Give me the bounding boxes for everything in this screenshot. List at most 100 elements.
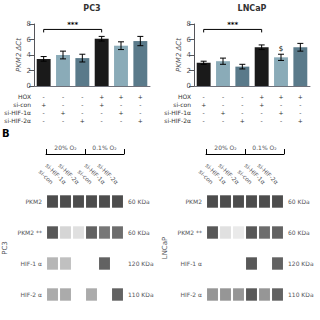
svg-text:-: - xyxy=(120,117,122,124)
svg-text:120 KDa: 120 KDa xyxy=(128,260,154,267)
svg-text:-: - xyxy=(81,109,83,116)
svg-text:***: *** xyxy=(227,21,238,29)
svg-text:HIF-2 α: HIF-2 α xyxy=(180,291,202,298)
svg-text:si-HIF-2α: si-HIF-2α xyxy=(57,161,81,186)
svg-text:-: - xyxy=(81,93,83,100)
svg-text:6: 6 xyxy=(187,36,192,44)
svg-text:0.1% O₂: 0.1% O₂ xyxy=(252,144,277,151)
svg-text:+: + xyxy=(60,109,65,116)
svg-text:+: + xyxy=(259,93,264,100)
svg-text:20% O₂: 20% O₂ xyxy=(54,144,77,151)
svg-text:si-HIF-2α: si-HIF-2α xyxy=(164,117,191,124)
svg-text:4: 4 xyxy=(27,51,32,59)
svg-text:si-HIF-2α: si-HIF-2α xyxy=(256,162,280,186)
svg-text:si-con: si-con xyxy=(173,101,191,108)
svg-text:-: - xyxy=(241,93,243,100)
svg-text:-: - xyxy=(261,109,263,116)
svg-text:60 KDa: 60 KDa xyxy=(128,198,150,205)
svg-text:+: + xyxy=(278,109,283,116)
svg-text:-: - xyxy=(299,109,301,116)
svg-text:-: - xyxy=(139,101,141,108)
svg-text:+: + xyxy=(41,101,46,108)
svg-text:si-HIF-1α: si-HIF-1α xyxy=(164,109,191,116)
svg-text:***: *** xyxy=(67,21,78,29)
svg-text:LNCaP: LNCaP xyxy=(238,4,267,13)
svg-text:8: 8 xyxy=(27,20,31,28)
svg-text:-: - xyxy=(43,93,45,100)
svg-text:-: - xyxy=(62,93,64,100)
svg-text:+: + xyxy=(278,93,283,100)
svg-text:2: 2 xyxy=(187,67,191,75)
svg-text:20% O₂: 20% O₂ xyxy=(214,144,237,151)
svg-text:+: + xyxy=(118,109,123,116)
svg-text:-: - xyxy=(222,101,224,108)
svg-text:PKM2 ΔCt: PKM2 ΔCt xyxy=(15,38,23,72)
svg-text:-: - xyxy=(139,109,141,116)
svg-text:PKM2 **: PKM2 ** xyxy=(18,229,42,236)
svg-text:2: 2 xyxy=(27,67,31,75)
svg-text:PKM2 ΔCt: PKM2 ΔCt xyxy=(175,38,183,72)
svg-text:PKM2: PKM2 xyxy=(25,198,42,205)
svg-text:-: - xyxy=(241,109,243,116)
svg-text:si-con: si-con xyxy=(13,101,31,108)
svg-text:si-HIF-2α: si-HIF-2α xyxy=(4,117,31,124)
svg-text:6: 6 xyxy=(27,36,32,44)
svg-text:-: - xyxy=(280,117,282,124)
svg-text:-: - xyxy=(299,101,301,108)
svg-text:PC3: PC3 xyxy=(83,4,100,13)
svg-text:HIF-1 α: HIF-1 α xyxy=(20,260,42,267)
svg-text:PKM2: PKM2 xyxy=(185,198,202,205)
svg-text:HIF-1 α: HIF-1 α xyxy=(180,260,202,267)
svg-text:+: + xyxy=(240,117,245,124)
svg-text:-: - xyxy=(120,101,122,108)
svg-text:PKM2 **: PKM2 ** xyxy=(178,229,202,236)
svg-text:+: + xyxy=(99,101,104,108)
svg-text:-: - xyxy=(101,109,103,116)
svg-text:si-HIF-2α: si-HIF-2α xyxy=(96,162,120,186)
svg-text:60 KDa: 60 KDa xyxy=(288,229,310,236)
svg-text:+: + xyxy=(138,93,143,100)
svg-text:-: - xyxy=(43,109,45,116)
svg-text:0: 0 xyxy=(187,82,191,90)
svg-text:-: - xyxy=(241,101,243,108)
svg-text:HIF-2 α: HIF-2 α xyxy=(20,291,42,298)
svg-text:0: 0 xyxy=(27,82,31,90)
svg-text:-: - xyxy=(101,117,103,124)
svg-text:+: + xyxy=(118,93,123,100)
svg-text:+: + xyxy=(298,93,303,100)
svg-text:110 KDa: 110 KDa xyxy=(128,291,154,298)
svg-text:-: - xyxy=(280,101,282,108)
svg-text:-: - xyxy=(62,101,64,108)
svg-text:+: + xyxy=(80,117,85,124)
svg-text:$: $ xyxy=(279,45,283,53)
svg-text:-: - xyxy=(203,93,205,100)
svg-text:110 KDa: 110 KDa xyxy=(288,291,314,298)
svg-text:+: + xyxy=(298,117,303,124)
svg-text:si-HIF-1α: si-HIF-1α xyxy=(4,109,31,116)
svg-text:8: 8 xyxy=(187,20,191,28)
svg-text:HOX: HOX xyxy=(18,93,31,100)
svg-text:-: - xyxy=(81,101,83,108)
svg-text:-: - xyxy=(261,117,263,124)
svg-text:+: + xyxy=(138,117,143,124)
svg-text:-: - xyxy=(62,117,64,124)
svg-text:LNCaP: LNCaP xyxy=(161,237,169,260)
svg-text:PC3: PC3 xyxy=(1,241,9,255)
svg-text:+: + xyxy=(201,101,206,108)
svg-text:-: - xyxy=(222,117,224,124)
svg-text:HOX: HOX xyxy=(178,93,191,100)
svg-text:-: - xyxy=(43,117,45,124)
svg-text:60 KDa: 60 KDa xyxy=(288,198,310,205)
svg-text:-: - xyxy=(203,117,205,124)
svg-text:4: 4 xyxy=(187,51,192,59)
svg-text:+: + xyxy=(220,109,225,116)
svg-text:-: - xyxy=(203,109,205,116)
svg-text:60 KDa: 60 KDa xyxy=(128,229,150,236)
svg-text:-: - xyxy=(222,93,224,100)
svg-text:+: + xyxy=(259,101,264,108)
svg-text:B: B xyxy=(2,128,10,139)
svg-text:120 KDa: 120 KDa xyxy=(288,260,314,267)
svg-text:0.1% O₂: 0.1% O₂ xyxy=(92,144,117,151)
svg-text:+: + xyxy=(99,93,104,100)
svg-text:si-HIF-1α: si-HIF-1α xyxy=(44,161,68,186)
